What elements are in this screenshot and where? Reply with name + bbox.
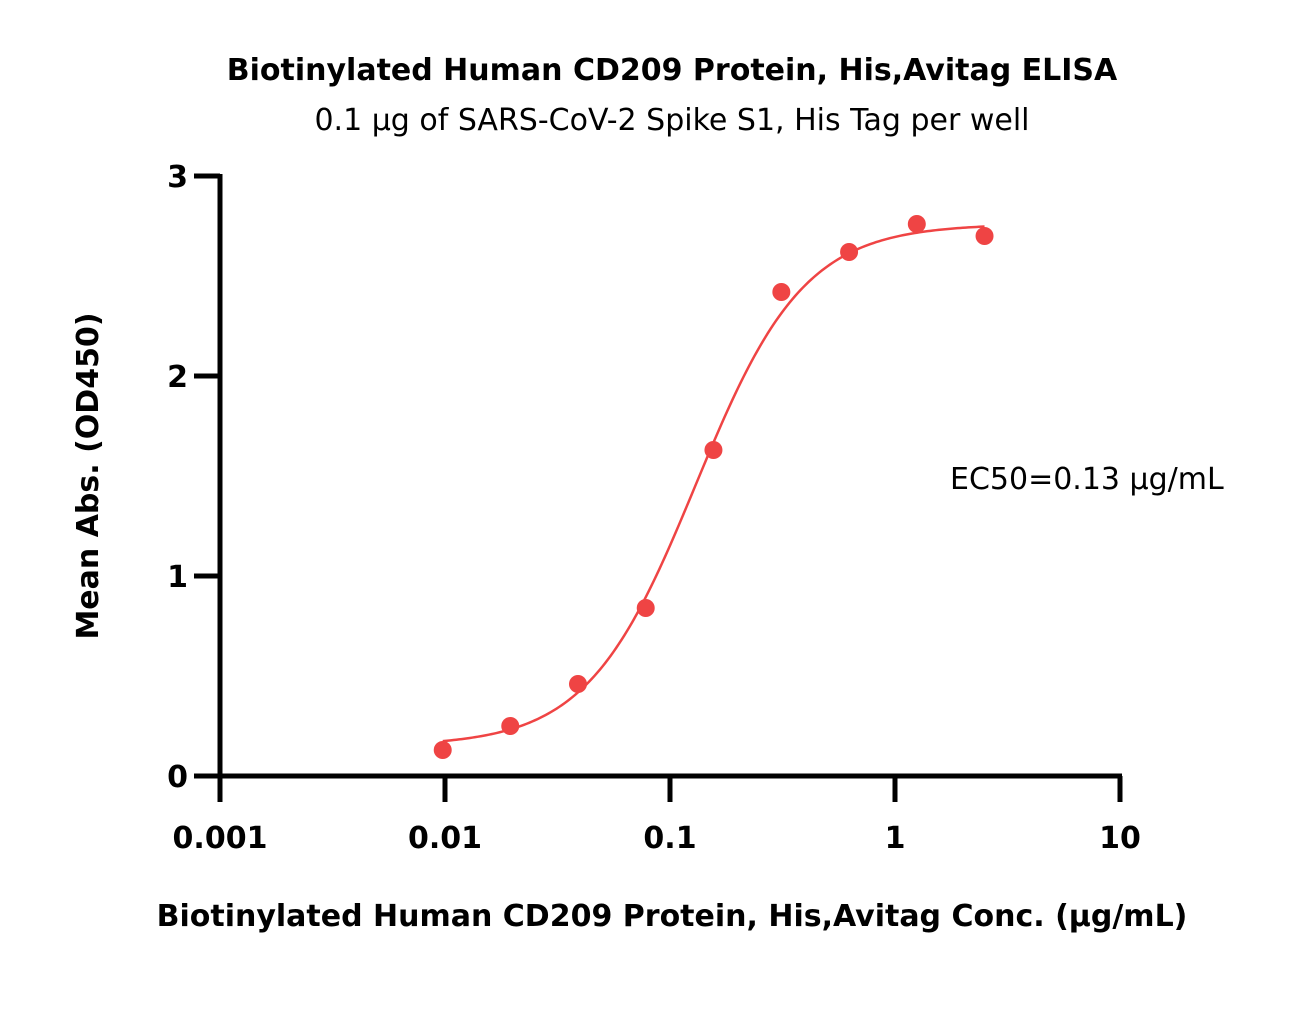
y-axis: 0 1 2 3 <box>167 160 223 795</box>
x-axis: 0.001 0.01 0.1 1 10 <box>173 773 1141 856</box>
chart-subtitle: 0.1 μg of SARS-CoV-2 Spike S1, His Tag p… <box>314 103 1029 138</box>
y-axis-label: Mean Abs. (OD450) <box>71 312 106 639</box>
data-point <box>840 243 859 261</box>
x-tick-label: 0.001 <box>173 821 268 856</box>
data-point <box>433 741 452 759</box>
data-point <box>636 599 655 617</box>
data-point <box>568 675 587 693</box>
x-tick-label: 10 <box>1099 821 1141 856</box>
data-point <box>975 227 994 245</box>
y-tick-label: 3 <box>167 160 188 195</box>
ec50-annotation: EC50=0.13 μg/mL <box>950 462 1224 497</box>
x-tick-label: 1 <box>885 821 906 856</box>
x-tick-label: 0.01 <box>408 821 482 856</box>
data-point <box>704 441 723 459</box>
y-tick-label: 2 <box>167 360 188 395</box>
y-tick-label: 1 <box>167 560 188 595</box>
y-tick-label: 0 <box>167 760 188 795</box>
x-axis-label: Biotinylated Human CD209 Protein, His,Av… <box>157 899 1188 934</box>
data-point <box>501 717 520 735</box>
data-point <box>772 283 791 301</box>
fit-curve <box>442 225 985 743</box>
x-tick-label: 0.1 <box>643 821 696 856</box>
data-points <box>433 215 994 759</box>
chart-title: Biotinylated Human CD209 Protein, His,Av… <box>227 53 1118 88</box>
data-point <box>907 215 926 233</box>
